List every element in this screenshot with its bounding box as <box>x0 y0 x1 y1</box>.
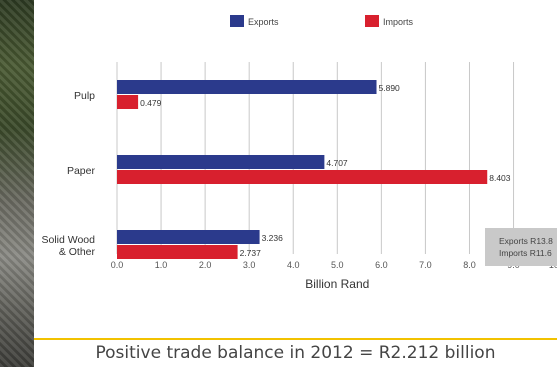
legend-swatch-imports <box>365 15 379 27</box>
value-label-imports: 8.403 <box>489 173 511 183</box>
value-label-exports: 5.890 <box>379 83 401 93</box>
legend-swatch-exports <box>230 15 244 27</box>
value-label-exports: 3.236 <box>262 233 284 243</box>
value-label-exports: 4.707 <box>326 158 348 168</box>
totals-annotation-box <box>485 228 557 266</box>
x-tick-label: 1.0 <box>155 260 168 270</box>
bar-exports <box>117 155 325 169</box>
x-tick-label: 7.0 <box>419 260 432 270</box>
x-axis-title: Billion Rand <box>305 277 369 291</box>
totals-annotation-text: Imports R11.6 <box>499 248 552 258</box>
category-label: Paper <box>67 165 96 177</box>
x-tick-label: 3.0 <box>243 260 256 270</box>
x-tick-label: 0.0 <box>111 260 124 270</box>
category-label: & Other <box>59 246 96 258</box>
category-label: Pulp <box>74 90 95 102</box>
bar-imports <box>117 170 488 184</box>
legend-label-exports: Exports <box>248 17 279 27</box>
bar-exports <box>117 80 377 94</box>
bar-imports <box>117 95 139 109</box>
bar-exports <box>117 230 260 244</box>
x-tick-label: 4.0 <box>287 260 300 270</box>
category-label: Solid Wood <box>41 234 95 246</box>
trade-balance-footer: Positive trade balance in 2012 = R2.212 … <box>95 343 496 363</box>
forest-photo-strip <box>0 0 34 367</box>
totals-annotation-text: Exports R13.8 <box>499 236 553 246</box>
value-label-imports: 2.737 <box>240 248 262 258</box>
x-tick-label: 5.0 <box>331 260 344 270</box>
legend-label-imports: Imports <box>383 17 414 27</box>
footer-divider <box>34 338 557 340</box>
x-tick-label: 8.0 <box>463 260 476 270</box>
value-label-imports: 0.479 <box>140 98 162 108</box>
bar-imports <box>117 245 238 259</box>
x-tick-label: 2.0 <box>199 260 212 270</box>
x-tick-label: 6.0 <box>375 260 388 270</box>
